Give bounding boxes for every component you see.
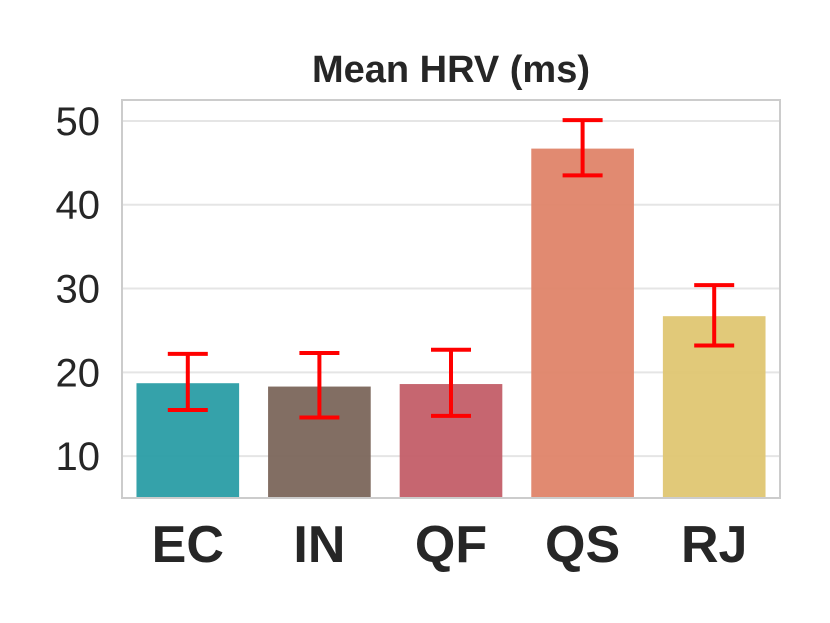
x-tick-label-qs: QS (545, 516, 620, 574)
y-axis-ticks: 10 20 30 40 50 (56, 100, 101, 479)
y-tick-label: 30 (56, 268, 101, 312)
x-tick-label-qf: QF (415, 516, 487, 574)
bar-qs (531, 148, 634, 498)
bars (136, 148, 766, 498)
y-tick-label: 50 (56, 100, 101, 144)
y-tick-label: 10 (56, 435, 101, 479)
y-tick-label: 20 (56, 351, 101, 395)
error-bar-in (299, 351, 340, 420)
error-bar-qs (562, 118, 603, 178)
error-bars (167, 118, 735, 420)
error-bar-qf (431, 347, 471, 418)
x-tick-label-ec: EC (152, 516, 224, 574)
error-bar-rj (694, 283, 735, 348)
plot-frame (121, 99, 781, 499)
x-tick-label-in: IN (293, 516, 345, 574)
y-tick-label: 40 (56, 184, 101, 228)
chart-title: Mean HRV (ms) (312, 49, 590, 91)
x-tick-label-rj: RJ (681, 516, 747, 574)
error-bar-ec (167, 351, 208, 413)
x-axis-ticks: EC IN QF QS RJ (152, 516, 748, 574)
